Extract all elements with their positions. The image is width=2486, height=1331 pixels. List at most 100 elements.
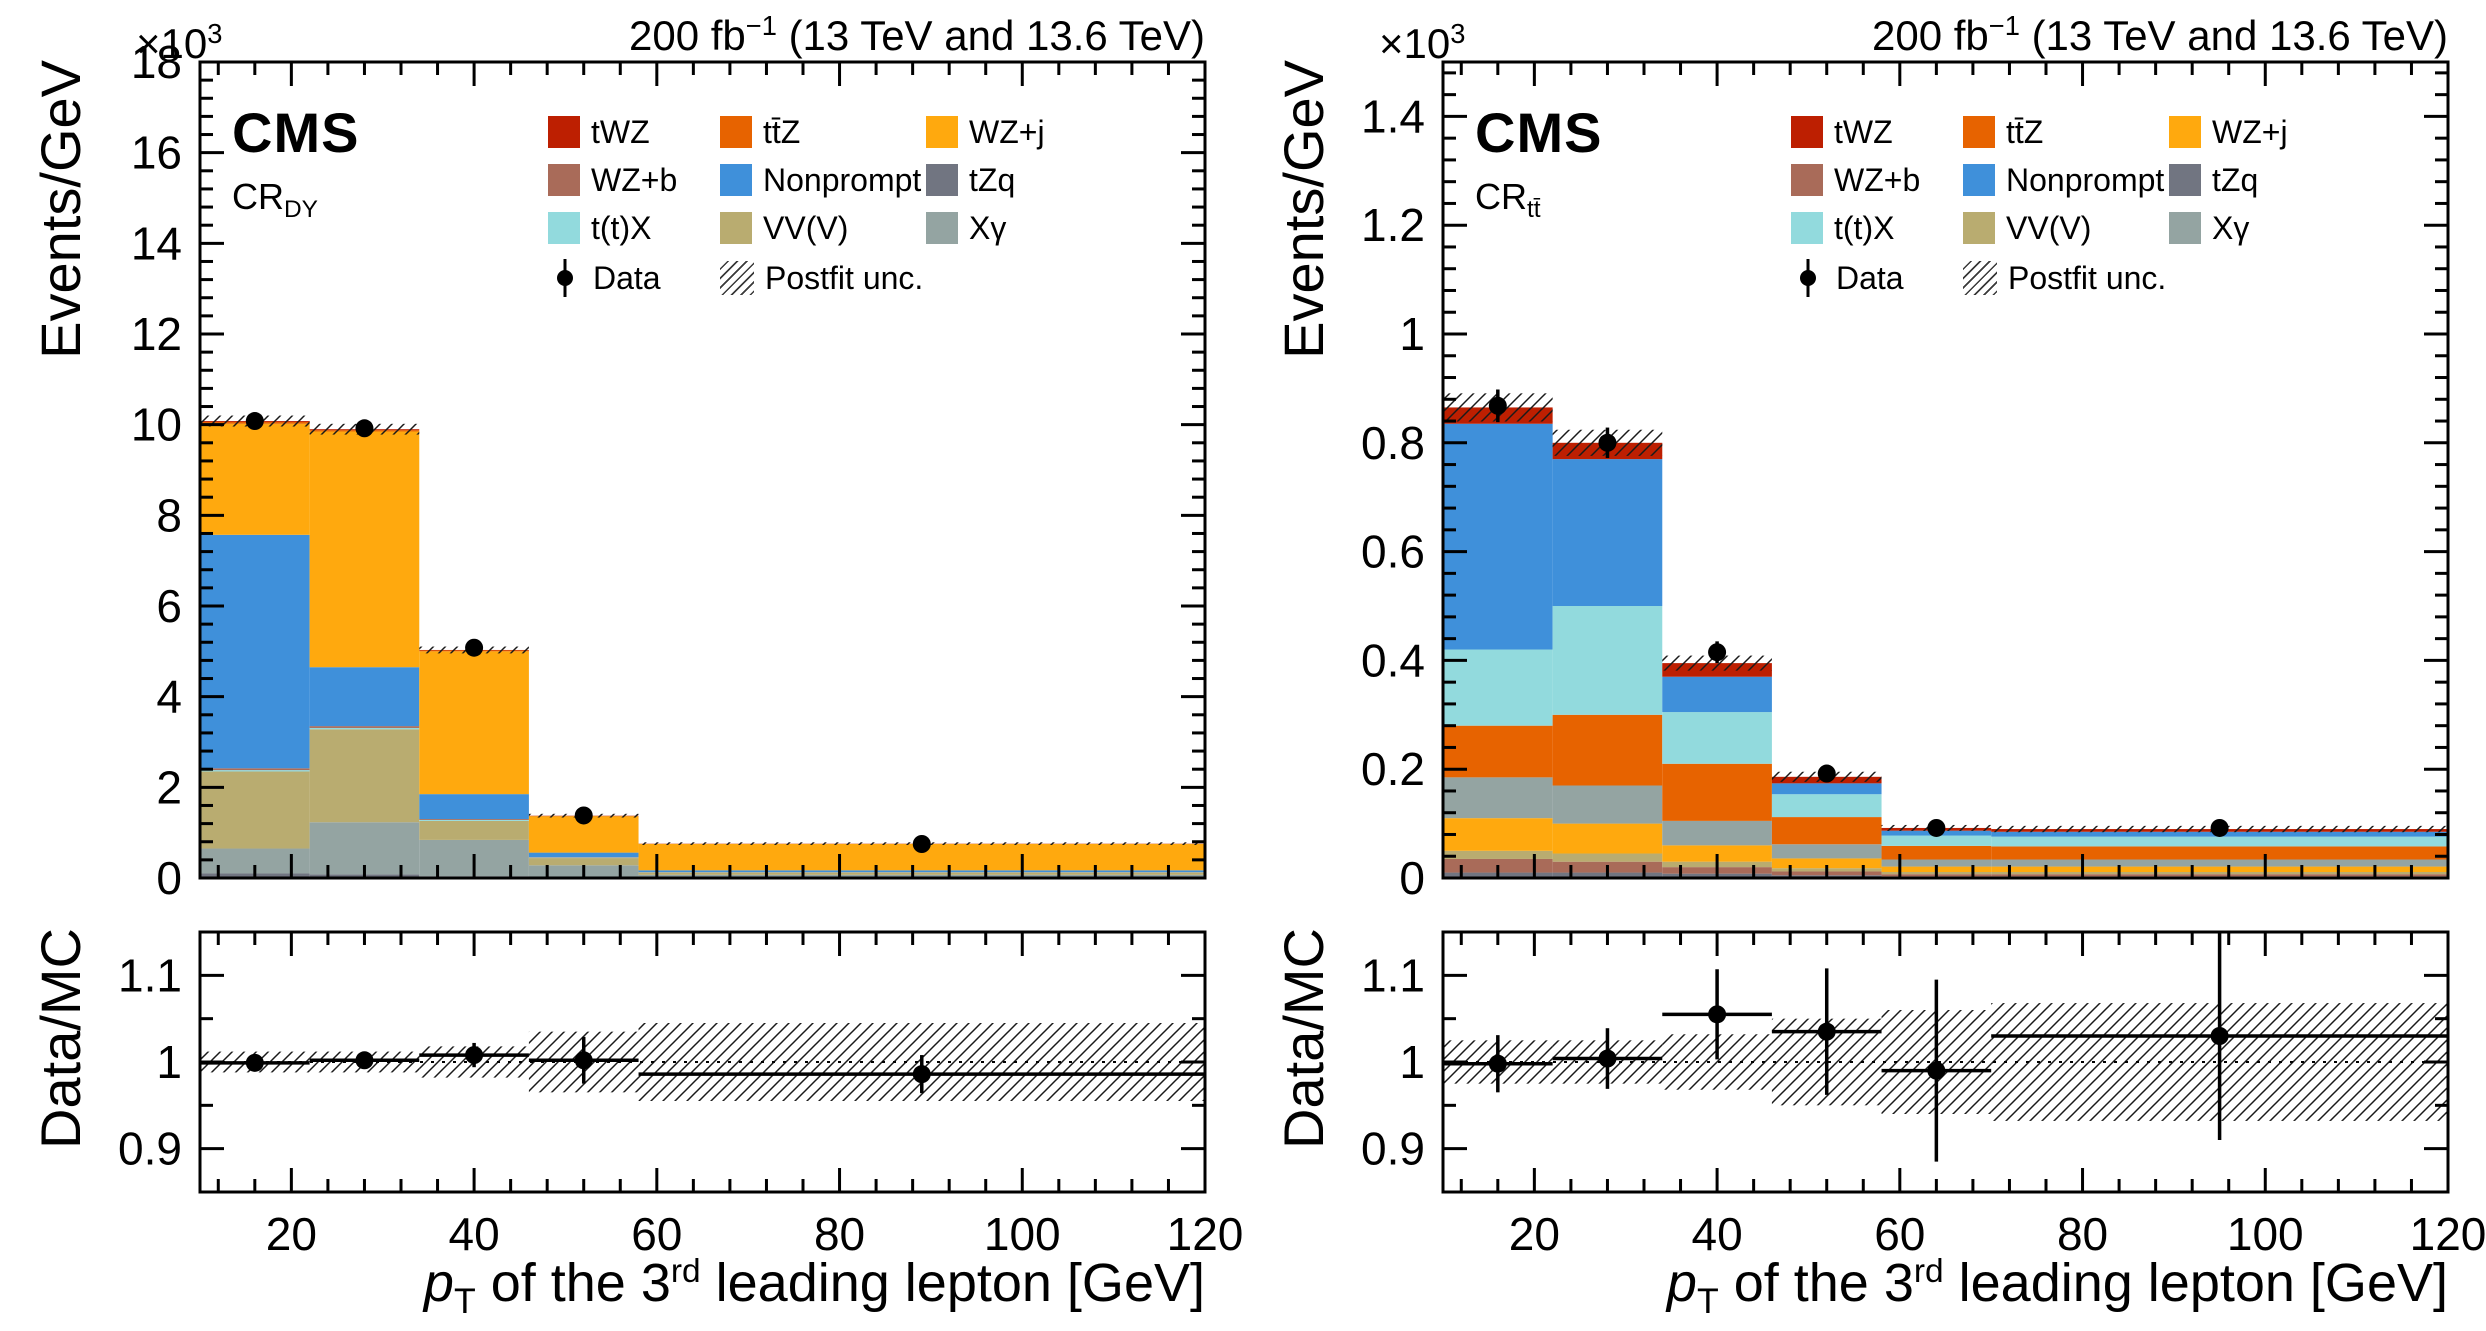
y-tick-label: 1 bbox=[1399, 308, 1425, 360]
x-title-mid: of the 3 bbox=[1718, 1253, 1914, 1313]
x-title-subscript: T bbox=[453, 1280, 476, 1321]
x-title-mid: of the 3 bbox=[475, 1253, 671, 1313]
legend-label-tZq: tZq bbox=[969, 162, 1016, 198]
legend-swatch-Xgamma bbox=[2169, 212, 2201, 244]
ratio-marker bbox=[1927, 1061, 1946, 1080]
plot-svg-right: 20 40 60 80 100 120 0 0.2 0.4 0.6 0.8 1 1.2 1.4 0.9 1 1.… bbox=[1361, 60, 2486, 1260]
legend: tWZ tt̄Z WZ+j WZ+b Nonprompt tZq t(t)X VV(V) Xγ D… bbox=[1243, 0, 2486, 400]
bar-segment-WZj bbox=[1662, 845, 1772, 862]
legend-label-ttZ: tt̄Z bbox=[2006, 114, 2044, 150]
lumi-sup: −1 bbox=[745, 10, 777, 41]
y-exp-power: 3 bbox=[207, 18, 223, 49]
bar-segment-Nonprompt bbox=[1771, 783, 1882, 795]
y-tick-label: 8 bbox=[156, 489, 182, 541]
bar-segment-ttX bbox=[1991, 836, 2448, 847]
legend-swatch-tWZ bbox=[1791, 116, 1823, 148]
y-exp-base: ×10 bbox=[1379, 20, 1451, 67]
legend-item-postfit-unc: Postfit unc. bbox=[720, 258, 923, 298]
ratio-marker bbox=[574, 1051, 593, 1070]
legend-item-tWZ: tWZ bbox=[548, 112, 650, 152]
bar-segment-Nonprompt bbox=[309, 667, 420, 727]
bar-segment-VVV bbox=[200, 771, 310, 849]
y-exp-base: ×10 bbox=[136, 20, 208, 67]
legend-swatch-VVV bbox=[720, 212, 752, 244]
chart-left-crdy: 20 40 60 80 100 120 0 2 4 6 8 10 12 14 16 18 0.9 1 1.1 ×10… bbox=[29, 10, 1243, 1321]
x-tick-label: 40 bbox=[449, 1208, 500, 1260]
region-text: CR bbox=[1475, 176, 1527, 217]
legend-swatch-Nonprompt bbox=[720, 164, 752, 196]
lumi-label: 200 fb−1 (13 TeV and 13.6 TeV) bbox=[629, 10, 1205, 60]
y-axis-exponent-label: ×103 bbox=[136, 18, 222, 68]
ratio-y-tick-label: 1 bbox=[1399, 1036, 1425, 1088]
x-tick-label: 60 bbox=[1874, 1208, 1925, 1260]
ratio-y-tick-label: 1 bbox=[156, 1036, 182, 1088]
legend-swatch-tZq bbox=[2169, 164, 2201, 196]
ratio-marker bbox=[1598, 1049, 1617, 1068]
bar-segment-VVV bbox=[309, 729, 420, 823]
lumi-post: (13 TeV and 13.6 TeV) bbox=[776, 12, 1205, 59]
lumi-sup: −1 bbox=[1988, 10, 2020, 41]
legend-item-data: Data bbox=[548, 258, 661, 298]
bar-segment-ttZ bbox=[1881, 845, 1992, 860]
legend-item-ttX: t(t)X bbox=[1791, 208, 1894, 248]
y-tick-label: 0.6 bbox=[1361, 526, 1425, 578]
legend-item-Xgamma: Xγ bbox=[926, 208, 1006, 248]
legend-label-Nonprompt: Nonprompt bbox=[2006, 162, 2165, 198]
y-tick-label: 0.4 bbox=[1361, 634, 1425, 686]
legend-label-ttX: t(t)X bbox=[591, 210, 652, 246]
legend-label-postfit-unc: Postfit unc. bbox=[2008, 260, 2167, 296]
x-title-subscript: T bbox=[1696, 1280, 1719, 1321]
bar-segment-Nonprompt bbox=[1662, 676, 1772, 713]
bar-segment-ttX bbox=[1552, 606, 1663, 715]
lumi-label: 200 fb−1 (13 TeV and 13.6 TeV) bbox=[1872, 10, 2448, 60]
region-label-crtt: CRtt̄ bbox=[1475, 176, 1541, 224]
data-marker bbox=[2210, 818, 2229, 837]
legend-item-Nonprompt: Nonprompt bbox=[1963, 160, 2164, 200]
x-tick-label: 120 bbox=[2410, 1208, 2486, 1260]
legend-item-tWZ: tWZ bbox=[1791, 112, 1893, 152]
stacked-histogram bbox=[1443, 407, 2448, 878]
legend-item-ttZ: tt̄Z bbox=[720, 112, 800, 152]
legend-item-tZq: tZq bbox=[2169, 160, 2258, 200]
lumi-post: (13 TeV and 13.6 TeV) bbox=[2019, 12, 2448, 59]
legend-swatch-WZj bbox=[926, 116, 958, 148]
ratio-y-tick-label: 0.9 bbox=[1361, 1123, 1425, 1175]
x-title-post: leading lepton [GeV] bbox=[700, 1253, 1205, 1313]
legend-data-marker-icon bbox=[1800, 259, 1816, 297]
region-sub: tt̄ bbox=[1527, 196, 1541, 224]
legend-label-Xgamma: Xγ bbox=[969, 210, 1007, 246]
x-axis-title: pT of the 3rd leading lepton [GeV] bbox=[1667, 1252, 2448, 1322]
legend-swatch-postfit-unc bbox=[1963, 261, 1997, 295]
legend-item-ttX: t(t)X bbox=[548, 208, 651, 248]
x-tick-label: 20 bbox=[266, 1208, 317, 1260]
bar-segment-WZj bbox=[1991, 866, 2448, 873]
y-tick-label: 18 bbox=[131, 36, 182, 88]
ratio-marker bbox=[465, 1046, 484, 1065]
x-tick-label: 100 bbox=[2227, 1208, 2304, 1260]
data-points bbox=[245, 412, 931, 853]
ratio-marker bbox=[2210, 1027, 2229, 1045]
y-tick-label: 0.2 bbox=[1361, 743, 1425, 795]
ratio-marker bbox=[912, 1065, 931, 1084]
bar-segment-ttZ bbox=[1552, 714, 1663, 786]
legend-item-postfit-unc: Postfit unc. bbox=[1963, 258, 2166, 298]
y-tick-label: 1.2 bbox=[1361, 199, 1425, 251]
y-axis-title-ratio: Data/MC bbox=[29, 928, 92, 1149]
bar-segment-WZb bbox=[200, 768, 310, 771]
x-title-superscript: rd bbox=[670, 1253, 701, 1290]
bar-segment-WZb bbox=[309, 726, 420, 728]
x-tick-label: 80 bbox=[814, 1208, 865, 1260]
ratio-y-tick-label: 1.1 bbox=[118, 949, 182, 1001]
region-sub: DY bbox=[284, 196, 318, 224]
legend-label-postfit-unc: Postfit unc. bbox=[765, 260, 924, 296]
legend-label-WZb: WZ+b bbox=[591, 162, 678, 198]
legend-item-WZb: WZ+b bbox=[1791, 160, 1920, 200]
bar-segment-WZb bbox=[1991, 874, 2448, 877]
x-tick-label: 40 bbox=[1692, 1208, 1743, 1260]
x-tick-label: 120 bbox=[1167, 1208, 1243, 1260]
y-axis-exponent-label: ×103 bbox=[1379, 18, 1465, 68]
x-title-variable: p bbox=[423, 1253, 454, 1313]
legend-item-ttZ: tt̄Z bbox=[1963, 112, 2043, 152]
bar-segment-Nonprompt bbox=[1443, 423, 1553, 650]
bar-segment-VVV bbox=[1991, 872, 2448, 875]
